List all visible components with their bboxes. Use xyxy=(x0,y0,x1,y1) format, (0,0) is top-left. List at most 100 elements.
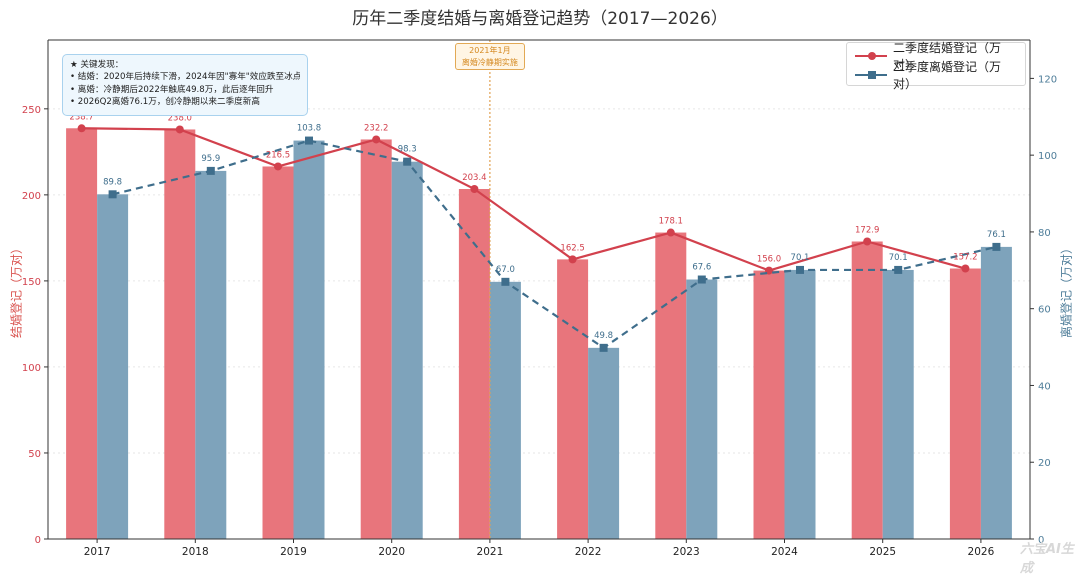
y-right-tick-label: 0 xyxy=(1038,535,1044,546)
bar-divorce xyxy=(97,194,129,539)
point-divorce xyxy=(305,136,313,145)
point-marriage xyxy=(863,237,872,246)
insight-title: ★ 关键发现： xyxy=(70,60,124,70)
bar-marriage xyxy=(753,270,785,539)
point-marriage xyxy=(372,135,381,144)
data-labels-layer: 238.7 238.0 216.5 232.2 203.4 162.5 178.1 156.0… xyxy=(69,112,1005,341)
x-tick-label: 2022 xyxy=(575,546,602,558)
data-label-marriage: 238.7 xyxy=(69,112,93,122)
chart-canvas: 238.7 238.0 216.5 232.2 203.4 162.5 178.1 156.0… xyxy=(22,39,1057,558)
y-axis-right-label: 离婚登记（万对） xyxy=(1059,241,1074,339)
bar-marriage xyxy=(949,268,981,539)
data-label-divorce: 67.0 xyxy=(496,265,515,275)
data-label-divorce: 95.9 xyxy=(201,154,220,164)
policy-annotation: 2021年1月 离婚冷静期实施 xyxy=(454,43,525,70)
point-marriage xyxy=(961,264,970,273)
annotation-line-1: 2021年1月 xyxy=(469,46,511,55)
annotation-line-2: 离婚冷静期实施 xyxy=(461,57,518,67)
x-tick-label: 2019 xyxy=(280,546,307,558)
y-left-tick-label: 0 xyxy=(35,535,41,546)
bar-marriage xyxy=(262,166,294,539)
data-label-marriage: 157.2 xyxy=(953,253,977,263)
y-right-tick-label: 60 xyxy=(1038,305,1051,316)
data-label-marriage: 178.1 xyxy=(659,217,683,227)
point-divorce xyxy=(697,275,706,284)
bar-marriage xyxy=(851,241,883,540)
x-tick-label: 2026 xyxy=(968,546,995,558)
x-tick-label: 2017 xyxy=(84,546,111,558)
point-divorce xyxy=(796,265,804,274)
bar-marriage xyxy=(164,129,196,539)
chart-page: 历年二季度结婚与离婚登记趋势（2017—2026） 238.7 238.0 216.… xyxy=(9,9,1074,576)
data-label-marriage: 203.4 xyxy=(462,173,486,183)
legend-item-divorce: 二季度离婚登记（万对） xyxy=(855,60,1017,91)
data-label-divorce: 89.8 xyxy=(103,177,122,187)
point-marriage xyxy=(77,124,86,133)
data-label-marriage: 238.0 xyxy=(168,113,192,123)
bar-divorce xyxy=(293,140,325,539)
legend-divorce-label: 二季度离婚登记（万对） xyxy=(892,59,1001,91)
insight-line: • 离婚：冷静期后2022年触底49.8万，此后逐年回升 xyxy=(70,84,274,95)
lines-layer xyxy=(77,124,1001,352)
y-left-tick-label: 250 xyxy=(22,105,41,116)
point-divorce xyxy=(108,190,117,199)
grid-layer xyxy=(48,108,1030,454)
watermark: 六宝AI生成 xyxy=(1020,542,1074,576)
x-tick-label: 2023 xyxy=(673,546,700,558)
point-marriage xyxy=(470,185,479,194)
y-axis-left-label: 结婚登记（万对） xyxy=(9,241,24,339)
data-label-divorce: 103.8 xyxy=(297,124,321,134)
bar-marriage xyxy=(458,189,490,539)
insight-line: • 2026Q2离婚76.1万，创冷静期以来二季度新高 xyxy=(70,97,260,108)
data-label-divorce: 49.8 xyxy=(594,331,613,341)
y-right-tick-label: 100 xyxy=(1038,151,1057,162)
bar-marriage xyxy=(557,259,589,539)
point-divorce xyxy=(403,157,412,166)
bar-divorce xyxy=(195,170,227,539)
bar-divorce xyxy=(588,347,620,539)
y-left-tick-label: 200 xyxy=(22,191,41,202)
y-right-tick-label: 40 xyxy=(1038,381,1051,392)
legend-marriage-swatch xyxy=(855,50,887,62)
y-left-tick-label: 150 xyxy=(22,277,41,288)
data-label-divorce: 67.6 xyxy=(692,263,711,273)
bar-divorce xyxy=(686,279,718,539)
data-label-divorce: 98.3 xyxy=(398,145,417,155)
x-tick-label: 2020 xyxy=(378,546,405,558)
y-left-tick-label: 50 xyxy=(28,449,41,460)
point-divorce xyxy=(894,265,903,274)
line-marriage xyxy=(81,127,966,272)
chart-title: 历年二季度结婚与离婚登记趋势（2017—2026） xyxy=(352,9,728,29)
point-divorce xyxy=(206,166,215,175)
data-label-divorce: 70.1 xyxy=(889,253,908,263)
bar-divorce xyxy=(882,269,914,539)
y-left-tick-label: 100 xyxy=(22,363,41,374)
axes-layer: 0 50 100 150 200 250 0 20 40 60 80 100 120 2017 2018 20… xyxy=(22,39,1057,558)
legend-divorce-swatch xyxy=(855,69,887,81)
data-label-divorce: 76.1 xyxy=(987,230,1006,240)
x-tick-label: 2018 xyxy=(182,546,209,558)
bar-divorce xyxy=(391,161,423,539)
point-marriage xyxy=(568,255,577,264)
x-tick-label: 2024 xyxy=(771,546,798,558)
y-right-tick-label: 120 xyxy=(1038,74,1057,85)
data-label-marriage: 172.9 xyxy=(855,225,879,235)
point-marriage xyxy=(666,228,675,237)
bar-marriage xyxy=(66,128,98,540)
data-label-marriage: 156.0 xyxy=(757,255,781,265)
x-tick-label: 2021 xyxy=(477,546,504,558)
point-divorce xyxy=(599,343,608,352)
point-marriage xyxy=(175,125,184,134)
insight-line: • 结婚：2020年后持续下滑，2024年因"寡年"效应跌至冰点 xyxy=(70,72,300,83)
legend-marriage-label: 二季度结婚登记（万对） xyxy=(892,40,1001,72)
bar-marriage xyxy=(655,232,687,539)
point-divorce xyxy=(501,277,510,286)
insight-box: ★ 关键发现： • 结婚：2020年后持续下滑，2024年因"寡年"效应跌至冰点… xyxy=(62,54,308,116)
bar-divorce xyxy=(784,269,816,539)
legend-item-marriage: 二季度结婚登记（万对） xyxy=(855,41,1017,72)
data-label-marriage: 232.2 xyxy=(364,123,388,133)
bar-divorce xyxy=(489,281,521,539)
bar-divorce xyxy=(980,246,1012,540)
point-marriage xyxy=(274,162,282,171)
point-divorce xyxy=(992,242,1001,251)
